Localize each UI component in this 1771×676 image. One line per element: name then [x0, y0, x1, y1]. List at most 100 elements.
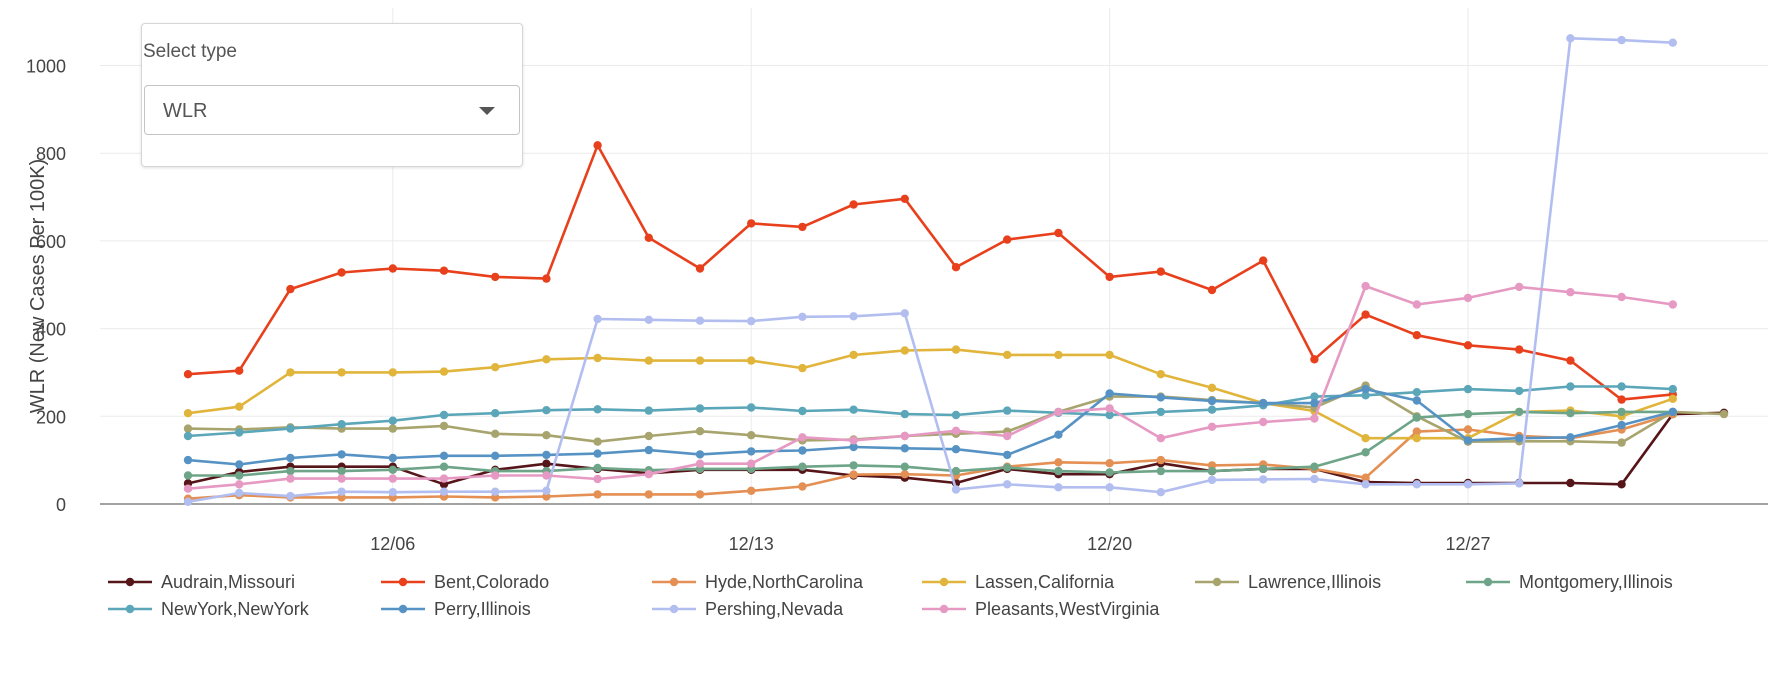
- data-point[interactable]: [1361, 480, 1370, 489]
- data-point[interactable]: [286, 466, 295, 476]
- data-point[interactable]: [900, 194, 909, 203]
- data-point[interactable]: [849, 470, 858, 479]
- data-point[interactable]: [747, 316, 756, 326]
- data-point[interactable]: [1310, 398, 1319, 408]
- data-point[interactable]: [1412, 300, 1422, 309]
- data-point[interactable]: [1156, 488, 1166, 497]
- data-point[interactable]: [593, 405, 602, 414]
- data-point[interactable]: [1566, 433, 1575, 442]
- data-point[interactable]: [1003, 406, 1012, 415]
- data-point[interactable]: [542, 274, 551, 283]
- legend-item[interactable]: Pleasants,WestVirginia: [922, 599, 1160, 619]
- data-point[interactable]: [1566, 34, 1575, 43]
- data-point[interactable]: [1054, 350, 1063, 360]
- data-point[interactable]: [286, 424, 295, 433]
- data-point[interactable]: [542, 471, 551, 480]
- data-point[interactable]: [849, 350, 858, 360]
- data-point[interactable]: [1668, 384, 1678, 394]
- data-point[interactable]: [1003, 235, 1012, 244]
- data-point[interactable]: [1412, 413, 1422, 422]
- data-point[interactable]: [1105, 468, 1114, 477]
- data-point[interactable]: [1463, 409, 1473, 419]
- data-point[interactable]: [951, 466, 961, 476]
- data-point[interactable]: [183, 455, 193, 465]
- data-point[interactable]: [1207, 383, 1217, 392]
- data-point[interactable]: [695, 404, 705, 413]
- data-point[interactable]: [849, 312, 858, 321]
- data-point[interactable]: [593, 490, 602, 499]
- data-point[interactable]: [1105, 389, 1114, 398]
- data-point[interactable]: [1105, 272, 1114, 282]
- data-point[interactable]: [491, 272, 500, 282]
- data-point[interactable]: [388, 465, 397, 474]
- data-point[interactable]: [849, 461, 858, 470]
- legend[interactable]: Audrain,Missouri Bent,Colorado Hyde,NorthC…: [108, 572, 1673, 619]
- data-point[interactable]: [286, 368, 295, 377]
- data-point[interactable]: [1617, 292, 1626, 302]
- data-point[interactable]: [1566, 409, 1575, 418]
- data-point[interactable]: [1361, 391, 1370, 400]
- data-point[interactable]: [798, 433, 807, 442]
- data-point[interactable]: [1310, 462, 1319, 471]
- data-point[interactable]: [1310, 474, 1319, 484]
- data-point[interactable]: [593, 353, 602, 363]
- data-point[interactable]: [747, 459, 756, 468]
- data-point[interactable]: [644, 233, 653, 242]
- data-point[interactable]: [1463, 384, 1473, 394]
- data-point[interactable]: [593, 437, 602, 446]
- data-point[interactable]: [235, 366, 244, 375]
- data-point[interactable]: [900, 431, 909, 441]
- data-point[interactable]: [1156, 434, 1166, 443]
- data-point[interactable]: [542, 431, 551, 440]
- data-point[interactable]: [388, 453, 397, 463]
- data-point[interactable]: [439, 462, 449, 471]
- data-point[interactable]: [1515, 479, 1524, 488]
- chevron-down-icon[interactable]: [479, 107, 495, 115]
- data-point[interactable]: [951, 445, 961, 454]
- data-point[interactable]: [1361, 448, 1370, 457]
- data-point[interactable]: [337, 466, 346, 476]
- data-point[interactable]: [1463, 293, 1473, 303]
- data-point[interactable]: [491, 471, 500, 480]
- data-point[interactable]: [1617, 35, 1626, 45]
- data-point[interactable]: [1515, 434, 1524, 443]
- data-point[interactable]: [695, 356, 705, 365]
- data-point[interactable]: [1207, 422, 1217, 431]
- data-point[interactable]: [849, 442, 858, 452]
- data-point[interactable]: [1156, 370, 1166, 379]
- data-point[interactable]: [439, 266, 449, 275]
- data-point[interactable]: [1207, 475, 1217, 485]
- data-point[interactable]: [183, 431, 193, 441]
- data-point[interactable]: [337, 368, 346, 377]
- data-point[interactable]: [235, 460, 244, 469]
- data-point[interactable]: [1361, 310, 1370, 319]
- data-point[interactable]: [337, 487, 346, 496]
- data-point[interactable]: [1566, 288, 1575, 297]
- data-point[interactable]: [798, 363, 807, 373]
- data-point[interactable]: [900, 346, 909, 355]
- data-point[interactable]: [747, 447, 756, 456]
- data-point[interactable]: [1156, 267, 1166, 276]
- data-point[interactable]: [1617, 480, 1626, 489]
- data-point[interactable]: [1054, 483, 1063, 492]
- data-point[interactable]: [1412, 331, 1422, 340]
- data-point[interactable]: [1310, 414, 1319, 423]
- data-point[interactable]: [593, 449, 602, 458]
- data-point[interactable]: [1515, 345, 1524, 354]
- data-point[interactable]: [1259, 256, 1268, 265]
- data-point[interactable]: [1259, 398, 1268, 408]
- legend-item[interactable]: Lawrence,Illinois: [1195, 572, 1381, 592]
- data-point[interactable]: [337, 420, 346, 429]
- data-point[interactable]: [439, 421, 449, 431]
- data-point[interactable]: [1003, 463, 1012, 472]
- data-point[interactable]: [1156, 455, 1166, 465]
- data-point[interactable]: [388, 424, 397, 433]
- data-point[interactable]: [1412, 434, 1422, 443]
- data-point[interactable]: [798, 482, 807, 491]
- data-point[interactable]: [849, 436, 858, 445]
- data-point[interactable]: [439, 487, 449, 496]
- data-point[interactable]: [1054, 228, 1063, 238]
- data-point[interactable]: [1412, 480, 1422, 489]
- data-point[interactable]: [695, 316, 705, 325]
- data-point[interactable]: [235, 428, 244, 437]
